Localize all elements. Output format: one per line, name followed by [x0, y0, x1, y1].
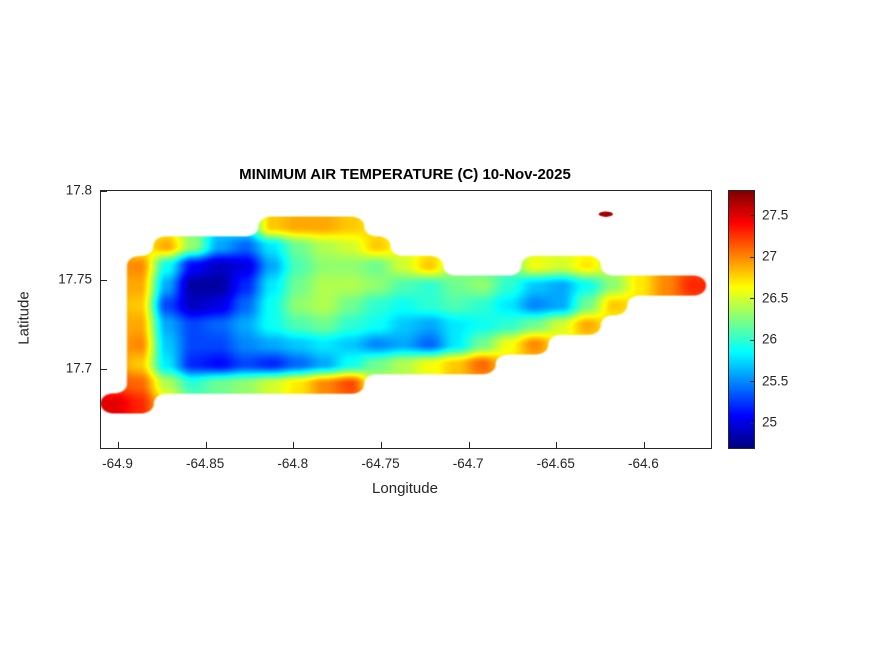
colorbar	[728, 190, 755, 449]
x-tick-mark	[118, 442, 120, 448]
x-tick-mark	[556, 442, 558, 448]
x-axis-label: Longitude	[372, 480, 438, 497]
colorbar-tick-mark	[750, 422, 754, 424]
x-tick-mark	[205, 442, 207, 448]
colorbar-tick-mark	[750, 298, 754, 300]
plot-area	[100, 190, 712, 449]
x-tick-label: -64.6	[628, 456, 659, 471]
colorbar-tick-label: 25	[762, 414, 778, 430]
x-tick-mark	[380, 442, 382, 448]
x-tick-label: -64.7	[452, 456, 484, 471]
colorbar-tick-mark	[750, 215, 754, 217]
colorbar-tick-label: 26.5	[762, 290, 789, 306]
colorbar-tick-label: 27.5	[762, 207, 789, 223]
colorbar-tick-label: 27	[762, 248, 778, 264]
x-tick-label: -64.75	[361, 456, 400, 471]
colorbar-tick-mark	[750, 256, 754, 258]
y-tick-label: 17.8	[65, 182, 92, 198]
colorbar-tick-mark	[750, 339, 754, 341]
colorbar-tick-label: 26	[762, 331, 778, 347]
y-axis-label: Latitude	[15, 291, 33, 345]
x-tick-label: -64.85	[186, 456, 225, 471]
colorbar-tick-mark	[750, 381, 754, 383]
colorbar-canvas	[729, 191, 754, 448]
x-tick-mark	[468, 442, 470, 448]
x-tick-label: -64.9	[102, 456, 133, 471]
y-tick-label: 17.7	[65, 360, 92, 376]
y-tick-mark	[101, 368, 107, 370]
chart-title: MINIMUM AIR TEMPERATURE (C) 10-Nov-2025	[239, 166, 571, 183]
y-tick-label: 17.75	[58, 271, 92, 287]
x-tick-mark	[643, 442, 645, 448]
x-tick-label: -64.65	[536, 456, 575, 471]
heatmap-canvas	[101, 191, 711, 448]
y-tick-mark	[101, 279, 107, 281]
colorbar-tick-label: 25.5	[762, 373, 789, 389]
x-tick-mark	[293, 442, 295, 448]
y-tick-mark	[101, 190, 107, 192]
x-tick-label: -64.8	[277, 456, 309, 471]
